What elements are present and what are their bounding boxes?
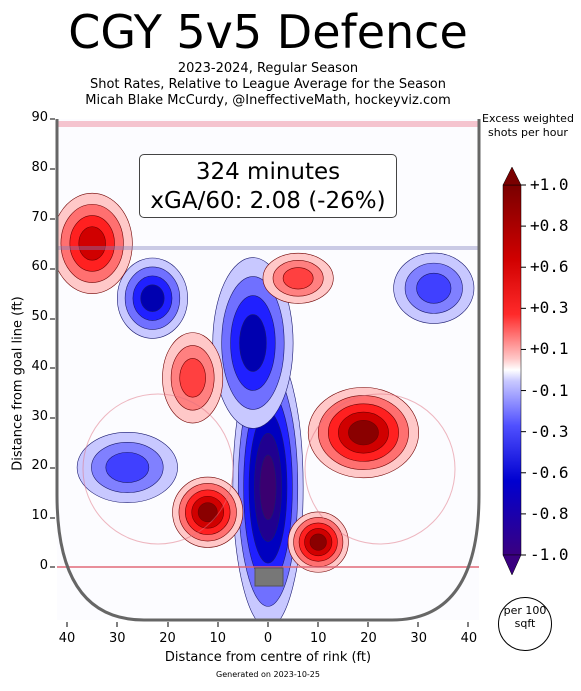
subtitle-description: Shot Rates, Relative to League Average f…	[89, 77, 447, 92]
x-tick-label: 30	[109, 631, 126, 646]
colorbar-tick-label: -1.0	[530, 545, 569, 564]
heat-contour-4-2	[416, 272, 452, 304]
x-axis-ticks	[66, 622, 469, 627]
heat-contour-1-3	[239, 314, 267, 372]
y-tick-label: 50	[31, 309, 48, 325]
stat-minutes: 324 minutes	[195, 159, 341, 185]
heat-contour-5-4	[348, 419, 379, 446]
heat-contour-8-4	[309, 533, 327, 551]
stat-box: 324 minutes xGA/60: 2.08 (-26%)	[139, 154, 397, 218]
colorbar-tick-label: +0.3	[530, 298, 569, 318]
goal-net	[254, 567, 284, 587]
colorbar-tick-label: +0.6	[530, 257, 569, 277]
colorbar	[502, 166, 526, 576]
y-axis-ticks	[50, 118, 55, 568]
colorbar-tick-label: -0.1	[530, 380, 569, 400]
left-faceoff-circle	[82, 393, 234, 545]
x-tick-label: 10	[209, 631, 227, 646]
heat-contour-7-4	[197, 502, 218, 523]
y-tick-label: 90	[31, 110, 48, 125]
heat-contour-9-2	[179, 358, 206, 398]
colorbar-title: Excess weighted shots per hour	[482, 112, 574, 139]
x-tick-label: 20	[360, 631, 377, 646]
heat-contour-3-2	[105, 452, 150, 483]
x-tick-label: 10	[309, 631, 327, 646]
subtitle-season: 2023-2024, Regular Season	[177, 61, 359, 76]
footer-generated: Generated on 2023-10-25	[216, 670, 320, 679]
x-tick-label: 0	[263, 631, 273, 646]
y-tick-label: 30	[31, 408, 48, 424]
x-tick-label: 30	[410, 631, 427, 646]
colorbar-tick-label: -0.3	[530, 421, 569, 441]
y-tick-label: 70	[31, 209, 48, 225]
y-tick-label: 80	[31, 159, 48, 175]
y-tick-label: 20	[31, 458, 48, 474]
right-faceoff-circle	[304, 393, 456, 545]
heat-contour-0-5	[259, 454, 277, 521]
y-tick-label: 60	[31, 259, 48, 275]
x-tick-label: 40	[460, 631, 478, 646]
colorbar-tick-label: -0.8	[530, 503, 569, 523]
heat-contour-6-3	[78, 226, 106, 261]
x-axis-label: Distance from centre of rink (ft)	[164, 650, 372, 665]
colorbar-tick-label: +1.0	[530, 175, 569, 194]
page-title: CGY 5v5 Defence	[68, 5, 468, 59]
y-tick-label: 0	[39, 558, 48, 573]
colorbar-tick-label: +0.8	[530, 216, 569, 236]
subtitle-author: Micah Blake McCurdy, @IneffectiveMath, h…	[85, 93, 451, 108]
heatmap-contours	[57, 192, 475, 620]
colorbar-tick-label: -0.6	[530, 462, 569, 482]
colorbar-tick-label: +0.1	[530, 339, 569, 359]
heat-contour-10-2	[282, 267, 314, 290]
heat-contour-2-3	[140, 284, 165, 312]
x-tick-label: 20	[159, 631, 176, 646]
y-tick-label: 40	[31, 358, 48, 374]
y-tick-label: 10	[31, 508, 48, 524]
x-tick-label: 40	[58, 631, 76, 646]
rink-boards	[55, 119, 481, 622]
stat-xga: xGA/60: 2.08 (-26%)	[150, 188, 386, 214]
unit-badge: per 100 sqft	[498, 597, 552, 651]
